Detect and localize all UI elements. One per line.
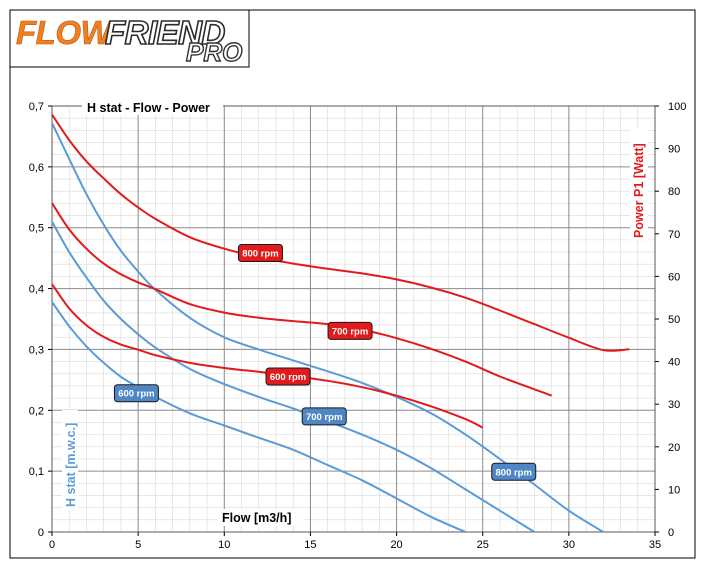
power-label-600-rpm-text: 600 rpm bbox=[270, 372, 306, 383]
y-tick-label: 0,2 bbox=[29, 405, 44, 417]
y-axis-label-bg bbox=[62, 410, 78, 510]
y2-tick-label: 20 bbox=[668, 442, 680, 454]
axes: 0 5 10 15 20 25 30 35 0 0,1 0,2 0,3 0,4 0,5 0,6 0,7 0 10 2… bbox=[29, 101, 687, 551]
head-curve-600-rpm bbox=[51, 301, 466, 533]
y-tick-label: 0,3 bbox=[29, 344, 44, 356]
head-curve-700-rpm bbox=[51, 221, 535, 533]
y2-tick-label: 70 bbox=[668, 229, 680, 241]
y-tick-label: 0,1 bbox=[29, 466, 44, 478]
power-label-800-rpm-box bbox=[237, 243, 283, 262]
head-label-600-rpm-box bbox=[113, 384, 159, 403]
power-curve-800-rpm bbox=[51, 113, 630, 352]
x-tick-label: 20 bbox=[390, 539, 402, 551]
y-tick-label: 0,7 bbox=[29, 101, 44, 113]
power-label-700-rpm-text: 700 rpm bbox=[332, 326, 368, 337]
y2-axis-label: Power P1 [Watt] bbox=[632, 143, 646, 238]
x-tick-label: 30 bbox=[563, 539, 575, 551]
x-axis-label: Flow [m3/h] bbox=[222, 511, 291, 525]
y-tick-label: 0,4 bbox=[29, 284, 44, 296]
grid-minor bbox=[51, 105, 656, 533]
flowfriend-logo: FLOW FRIEND PRO bbox=[9, 9, 250, 68]
x-tick-label: 0 bbox=[49, 539, 55, 551]
power-label-600-rpm-box bbox=[265, 367, 311, 386]
power-label-800-rpm-text: 800 rpm bbox=[242, 248, 278, 259]
y-axis-label: H stat [m.w.c.] bbox=[64, 423, 78, 507]
x-tick-label: 25 bbox=[477, 539, 489, 551]
y2-tick-label: 90 bbox=[668, 144, 680, 156]
head-label-800-rpm-text: 800 rpm bbox=[496, 467, 532, 478]
x-tick-label: 35 bbox=[649, 539, 661, 551]
logo-word-flow: FLOW bbox=[16, 14, 114, 51]
y2-tick-label: 50 bbox=[668, 314, 680, 326]
x-tick-label: 15 bbox=[304, 539, 316, 551]
y2-tick-label: 10 bbox=[668, 484, 680, 496]
power-curves bbox=[51, 113, 630, 429]
logo-word-friend: FRIEND bbox=[105, 14, 225, 51]
head-label-700-rpm-box bbox=[301, 407, 347, 426]
head-label-700-rpm-text: 700 rpm bbox=[306, 412, 342, 423]
y-tick-label: 0,6 bbox=[29, 162, 44, 174]
x-tick-label: 5 bbox=[135, 539, 141, 551]
power-label-700-rpm-box bbox=[327, 321, 373, 340]
head-label-600-rpm-text: 600 rpm bbox=[118, 389, 154, 400]
chart-title: H stat - Flow - Power bbox=[87, 101, 210, 115]
y2-tick-label: 80 bbox=[668, 186, 680, 198]
y-tick-label: 0 bbox=[38, 527, 44, 539]
power-curve-700-rpm bbox=[51, 202, 552, 397]
logo-word-pro: PRO bbox=[186, 37, 242, 67]
logo-frame bbox=[9, 9, 250, 68]
y2-tick-label: 100 bbox=[668, 101, 686, 113]
power-curve-600-rpm bbox=[51, 283, 484, 429]
x-tick-label: 10 bbox=[218, 539, 230, 551]
y2-tick-label: 60 bbox=[668, 271, 680, 283]
head-label-800-rpm-box bbox=[491, 462, 537, 481]
curve-labels: 600 rpm 700 rpm 800 rpm 800 rpm 700 rpm 600 r… bbox=[113, 243, 537, 481]
chart-title-bg bbox=[82, 99, 223, 115]
y2-tick-label: 0 bbox=[668, 527, 674, 539]
y2-axis-label-bg bbox=[630, 128, 648, 240]
y-tick-label: 0,5 bbox=[29, 223, 44, 235]
head-curves bbox=[51, 122, 604, 533]
y2-tick-label: 30 bbox=[668, 399, 680, 411]
head-curve-800-rpm bbox=[51, 122, 604, 533]
x-axis-label-bg bbox=[217, 509, 303, 526]
y2-tick-label: 40 bbox=[668, 357, 680, 369]
